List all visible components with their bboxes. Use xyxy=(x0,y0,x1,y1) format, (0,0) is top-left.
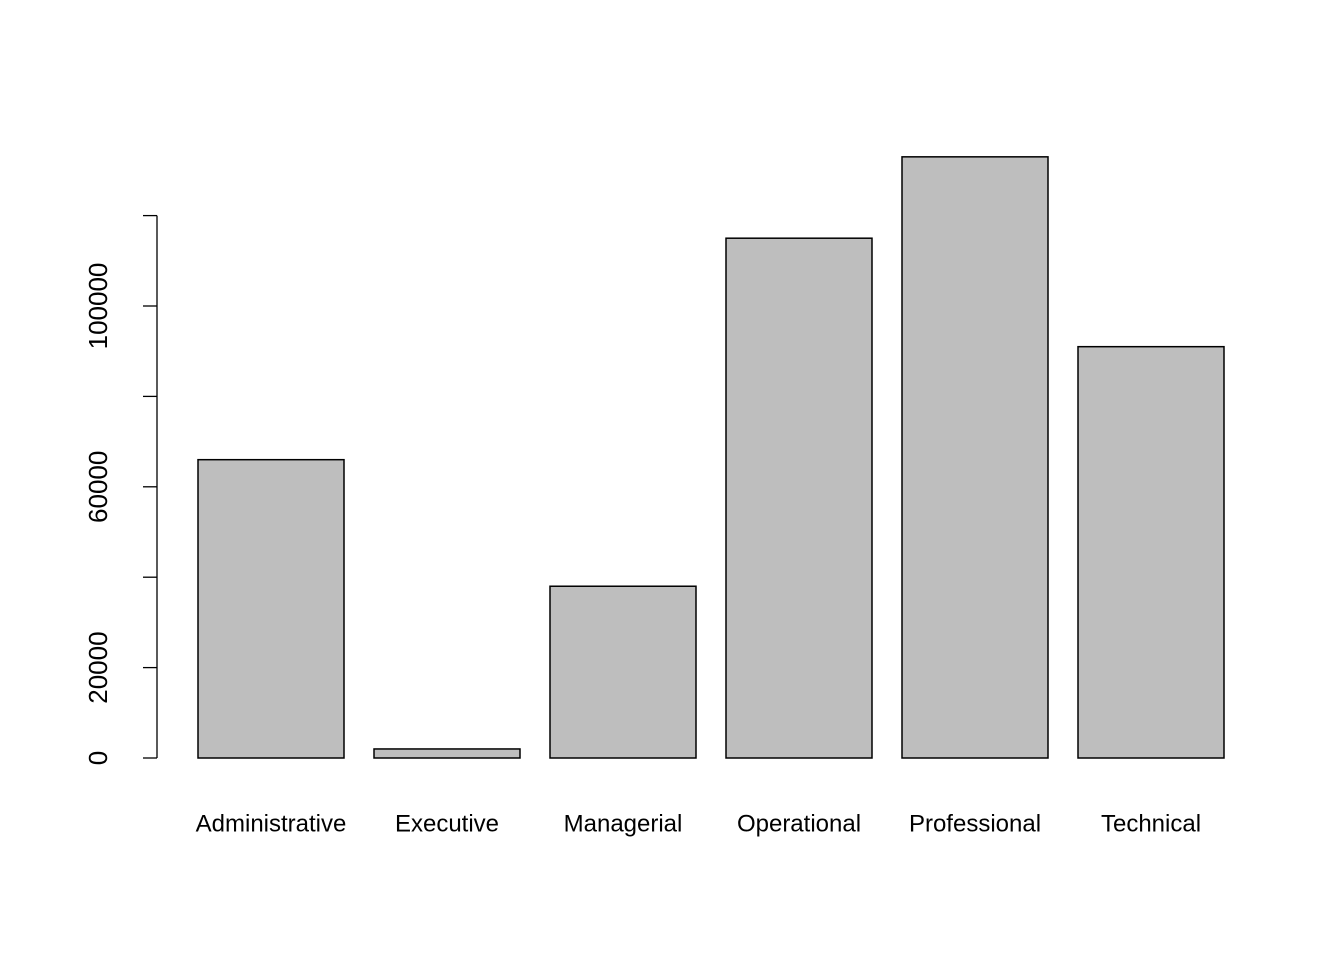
y-tick-label: 60000 xyxy=(83,451,113,523)
y-tick-label: 0 xyxy=(83,751,113,765)
x-tick-label: Operational xyxy=(737,810,861,837)
bar xyxy=(901,156,1049,759)
bar xyxy=(549,585,697,759)
bar xyxy=(725,237,873,759)
x-tick-label: Technical xyxy=(1101,810,1201,837)
y-tick-label: 100000 xyxy=(83,263,113,350)
x-tick-label: Executive xyxy=(395,810,499,837)
bar xyxy=(1077,345,1225,759)
y-tick-label: 20000 xyxy=(83,631,113,703)
bar xyxy=(373,748,521,759)
bar xyxy=(197,458,345,759)
x-tick-label: Administrative xyxy=(196,810,347,837)
x-tick-label: Managerial xyxy=(564,810,683,837)
x-tick-label: Professional xyxy=(909,810,1041,837)
